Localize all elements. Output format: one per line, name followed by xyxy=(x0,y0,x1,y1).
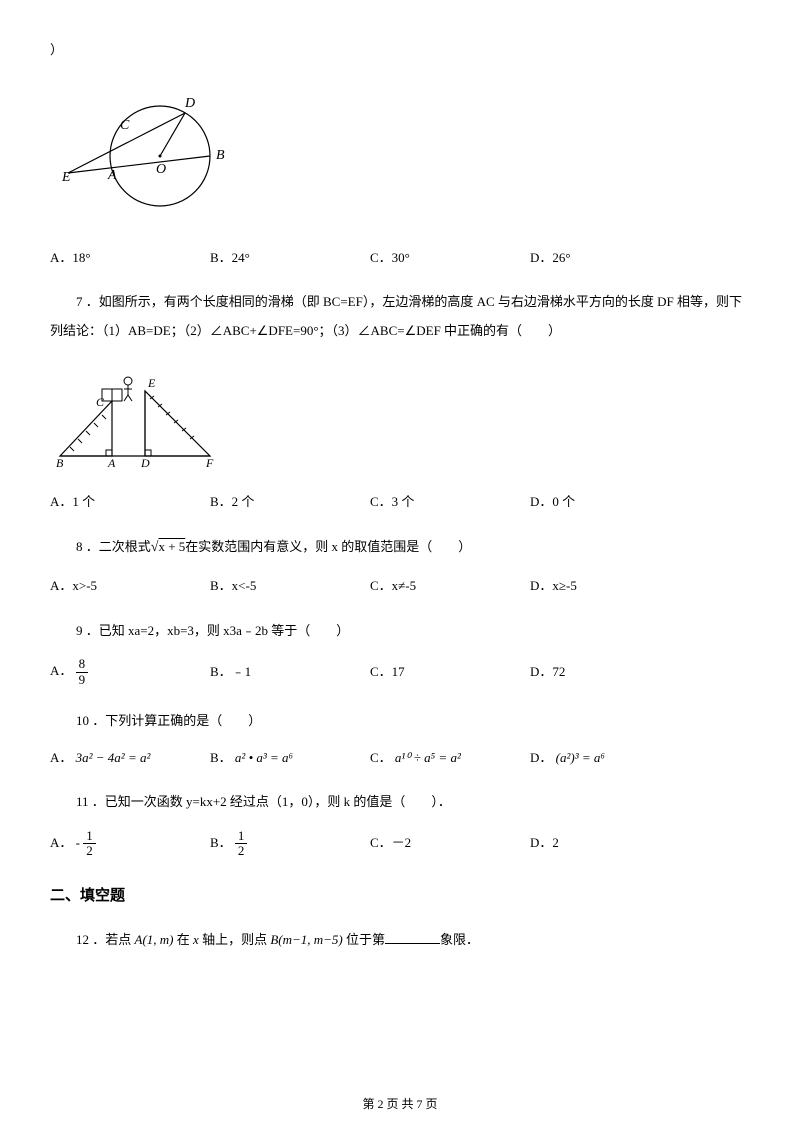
q12-pointB: B(m−1, m−5) xyxy=(270,932,342,947)
q12-prefix: 12 ．若点 xyxy=(76,932,131,947)
q7-opt-d: D．0 个 xyxy=(530,492,690,513)
q8-opt-b: B．x<-5 xyxy=(210,576,370,597)
q12-text: 12 ．若点 A(1, m) 在 x 轴上，则点 B(m−1, m−5) 位于第… xyxy=(50,926,750,955)
q11-a-num: 1 xyxy=(83,829,96,844)
q6-opt-c: C．30° xyxy=(370,248,530,269)
q10-d-prefix: D． xyxy=(530,750,552,765)
q9-a-num: 8 xyxy=(76,657,89,672)
q10-opt-d: D． (a²)³ = a⁶ xyxy=(530,748,690,769)
q9-opt-b: B．﹣1 xyxy=(210,662,370,683)
q10-c-prefix: C． xyxy=(370,750,392,765)
q7-opt-a: A．1 个 xyxy=(50,492,210,513)
q10-d-expr: (a²)³ = a⁶ xyxy=(556,750,605,765)
svg-text:D: D xyxy=(184,96,195,111)
q6-options: A．18° B．24° C．30° D．26° xyxy=(50,248,750,269)
svg-text:B: B xyxy=(56,456,64,470)
q7-options: A．1 个 B．2 个 C．3 个 D．0 个 xyxy=(50,492,750,513)
q8-opt-c: C．x≠-5 xyxy=(370,576,530,597)
q10-opt-a: A． 3a² − 4a² = a² xyxy=(50,748,210,769)
q11-opt-d: D．2 xyxy=(530,833,690,854)
q6-opt-a: A．18° xyxy=(50,248,210,269)
q10-b-expr: a² • a³ = a⁶ xyxy=(235,750,293,765)
q12-mid2: 轴上，则点 xyxy=(202,932,267,947)
slide-diagram: B A C D E F xyxy=(50,361,220,471)
q11-b-prefix: B． xyxy=(210,835,232,850)
q10-b-prefix: B． xyxy=(210,750,232,765)
q9-options: A． 8 9 B．﹣1 C．17 D．72 xyxy=(50,657,750,687)
q10-c-expr: a¹⁰ ÷ a⁵ = a² xyxy=(395,750,461,765)
q11-opt-c: C．－2 xyxy=(370,833,530,854)
q8-opt-a: A．x>-5 xyxy=(50,576,210,597)
q8-opt-d: D．x≥-5 xyxy=(530,576,690,597)
q11-text: 11 ．已知一次函数 y=kx+2 经过点（1，0），则 k 的值是（ ）． xyxy=(50,788,750,817)
q9-opt-a: A． 8 9 xyxy=(50,657,210,687)
q11-b-den: 2 xyxy=(235,844,248,858)
section-2-title: 二、填空题 xyxy=(50,884,750,908)
svg-text:C: C xyxy=(120,118,130,133)
q12-suffix: 位于第 xyxy=(346,932,385,947)
q11-a-prefix: A． xyxy=(50,835,72,850)
svg-text:B: B xyxy=(216,148,225,163)
q12-var-x: x xyxy=(193,932,199,947)
q12-mid1: 在 xyxy=(177,932,190,947)
q10-a-expr: 3a² − 4a² = a² xyxy=(76,750,151,765)
q7-opt-c: C．3 个 xyxy=(370,492,530,513)
svg-text:A: A xyxy=(107,168,117,183)
q11-opt-a: A． - 1 2 xyxy=(50,829,210,859)
svg-text:F: F xyxy=(205,456,214,470)
q11-opt-b: B． 1 2 xyxy=(210,829,370,859)
q12-blank xyxy=(385,931,440,944)
svg-text:E: E xyxy=(147,376,156,390)
q10-options: A． 3a² − 4a² = a² B． a² • a³ = a⁶ C． a¹⁰… xyxy=(50,748,750,769)
q10-a-prefix: A． xyxy=(50,750,72,765)
page-footer: 第 2 页 共 7 页 xyxy=(0,1095,800,1114)
q8-radicand: x + 5 xyxy=(158,539,185,554)
q11-a-den: 2 xyxy=(83,844,96,858)
q10-opt-b: B． a² • a³ = a⁶ xyxy=(210,748,370,769)
circle-diagram: E A O B C D xyxy=(50,81,270,226)
svg-text:E: E xyxy=(61,170,71,185)
q12-tail: 象限． xyxy=(440,932,479,947)
q9-opt-d: D．72 xyxy=(530,662,690,683)
q9-a-den: 9 xyxy=(76,673,89,687)
q8-prefix: 8 ．二次根式 xyxy=(76,539,151,554)
q6-opt-d: D．26° xyxy=(530,248,690,269)
q8-suffix: 在实数范围内有意义，则 x 的取值范围是（ ） xyxy=(185,539,471,554)
stray-paren: ） xyxy=(50,40,750,61)
q11-a-frac: 1 2 xyxy=(83,829,96,859)
q8-options: A．x>-5 B．x<-5 C．x≠-5 D．x≥-5 xyxy=(50,576,750,597)
svg-text:A: A xyxy=(107,456,116,470)
q9-a-prefix: A． xyxy=(50,663,72,678)
q6-figure: E A O B C D xyxy=(50,81,750,233)
q8-text: 8 ．二次根式√x + 5在实数范围内有意义，则 x 的取值范围是（ ） xyxy=(50,533,750,564)
svg-text:O: O xyxy=(156,162,166,177)
q9-a-frac: 8 9 xyxy=(76,657,89,687)
q10-opt-c: C． a¹⁰ ÷ a⁵ = a² xyxy=(370,748,530,769)
q12-pointA: A(1, m) xyxy=(135,932,174,947)
q7-figure: B A C D E F xyxy=(50,361,750,478)
q7-opt-b: B．2 个 xyxy=(210,492,370,513)
q11-options: A． - 1 2 B． 1 2 C．－2 D．2 xyxy=(50,829,750,859)
q9-opt-c: C．17 xyxy=(370,662,530,683)
q11-b-num: 1 xyxy=(235,829,248,844)
svg-text:D: D xyxy=(140,456,150,470)
q11-b-frac: 1 2 xyxy=(235,829,248,859)
svg-text:C: C xyxy=(96,395,105,409)
q11-a-sign: - xyxy=(76,835,80,850)
q9-text: 9 ．已知 xa=2，xb=3，则 x3a﹣2b 等于（ ） xyxy=(50,617,750,646)
q10-text: 10 ．下列计算正确的是（ ） xyxy=(50,707,750,736)
q7-text: 7 ．如图所示，有两个长度相同的滑梯（即 BC=EF），左边滑梯的高度 AC 与… xyxy=(50,288,750,345)
q6-opt-b: B．24° xyxy=(210,248,370,269)
